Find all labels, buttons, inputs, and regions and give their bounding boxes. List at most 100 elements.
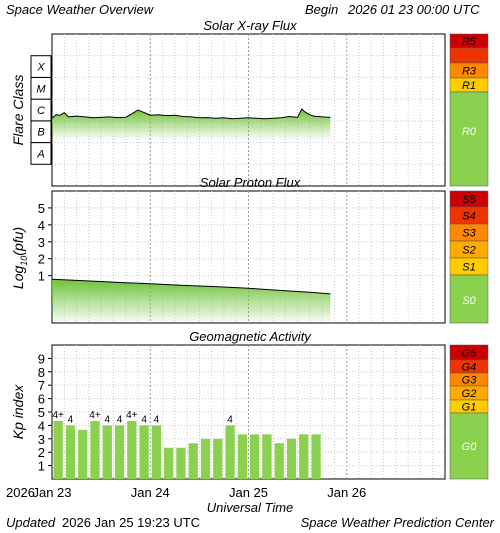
begin-label: Begin	[305, 2, 338, 17]
x-tick-labels: Jan 23 Jan 24 Jan 25 Jan 26	[32, 485, 366, 500]
scale-label: R5	[462, 36, 477, 48]
xray-class-label: B	[37, 127, 44, 139]
proton-panel: 1 2 3 4 5 S5 S4 S3 S2 S1 S0 Log10(pfu)	[10, 190, 489, 324]
proton-s-scale: S5 S4 S3 S2 S1 S0	[449, 190, 489, 324]
scale-label: S3	[462, 228, 476, 240]
xray-grid	[52, 34, 445, 186]
kp-bar-label: 4+	[126, 410, 138, 421]
kp-bar	[114, 425, 125, 479]
kp-bar	[90, 420, 100, 479]
y-tick-label: 1	[38, 269, 45, 284]
y-tick-label: 3	[38, 235, 45, 250]
xray-class-label: M	[36, 83, 46, 95]
kp-bar	[262, 434, 272, 479]
x-tick-label: Jan 25	[229, 485, 268, 500]
y-tick-label: 5	[38, 201, 45, 216]
scale-label: G3	[462, 375, 478, 387]
x-year: 2026	[6, 485, 35, 500]
kp-bar	[151, 425, 162, 479]
x-tick-label: Jan 26	[327, 485, 366, 500]
kp-bar-label: 4	[117, 414, 123, 425]
kp-bar	[53, 420, 63, 479]
y-tick-label: 6	[38, 392, 45, 407]
xray-ylabel: Flare Class	[10, 75, 26, 146]
y-tick-label: 2	[38, 252, 45, 267]
credit: Space Weather Prediction Center	[301, 515, 495, 530]
x-tick-label: Jan 24	[131, 485, 170, 500]
kp-bar-labels: 4+ 4 4+ 4 4 4+ 4 4 4	[52, 410, 233, 425]
proton-flux-line	[51, 278, 331, 295]
kp-bar	[164, 447, 174, 479]
kp-bar-label: 4	[68, 414, 74, 425]
proton-y-ticks: 1 2 3 4 5	[38, 201, 52, 284]
scale-band	[449, 91, 489, 187]
proton-grid	[52, 191, 445, 323]
kp-bar	[200, 438, 211, 479]
begin-value: 2026 01 23 00:00 UTC	[347, 2, 480, 17]
kp-bar	[225, 425, 235, 479]
xray-title: Solar X-ray Flux	[203, 18, 297, 33]
xray-flux-area	[52, 109, 331, 141]
proton-ylabel: Log10(pfu)	[10, 227, 29, 289]
kp-bar	[250, 434, 260, 479]
kp-bars	[53, 420, 321, 479]
scale-label: S4	[462, 211, 475, 223]
kp-bar	[139, 425, 149, 479]
scale-label: S2	[462, 245, 475, 257]
kp-ylabel: Kp index	[10, 384, 26, 439]
proton-ylabel-unit: (pfu)	[10, 227, 26, 256]
xray-flux-line	[51, 108, 331, 120]
x-tick-label: Jan 23	[32, 485, 71, 500]
scale-label: G2	[462, 388, 477, 400]
scale-label: S5	[462, 194, 476, 206]
y-tick-label: 7	[38, 378, 45, 393]
kp-bar	[188, 443, 198, 479]
updated-label: Updated	[6, 515, 56, 530]
y-tick-label: 5	[38, 405, 45, 420]
kp-bar-label: 4	[154, 414, 160, 425]
updated-value: 2026 Jan 25 19:23 UTC	[62, 515, 200, 530]
xray-class-box	[30, 55, 52, 78]
kp-bar	[286, 438, 297, 479]
scale-label: S0	[462, 295, 476, 307]
kp-bar	[274, 443, 284, 479]
kp-bar-label: 4	[104, 414, 110, 425]
xray-class-label: C	[37, 105, 45, 117]
proton-title: Solar Proton Flux	[200, 175, 301, 190]
kp-title: Geomagnetic Activity	[189, 329, 312, 344]
y-tick-label: 4	[38, 418, 45, 433]
kp-bar-label: 4+	[52, 410, 64, 421]
kp-bar	[213, 438, 223, 479]
scale-label: S1	[462, 262, 475, 274]
kp-bar	[65, 425, 76, 479]
scale-band	[449, 47, 489, 64]
scale-label: R0	[462, 126, 477, 138]
scale-label: R3	[462, 66, 477, 78]
scale-label: R1	[462, 80, 476, 92]
kp-bar	[78, 429, 88, 479]
kp-bar-label: 4	[227, 414, 233, 425]
scale-label: G0	[462, 441, 478, 453]
xray-r-scale: R5 R3 R1 R0	[449, 33, 489, 187]
xray-class-label: A	[36, 148, 44, 160]
proton-ylabel-main: Log	[10, 266, 26, 290]
y-tick-label: 3	[38, 432, 45, 447]
kp-bar-label: 4	[141, 414, 147, 425]
proton-ylabel-sub: 10	[19, 256, 29, 266]
kp-bar-label: 4+	[89, 410, 101, 421]
y-tick-label: 4	[38, 218, 45, 233]
kp-bar	[102, 425, 112, 479]
kp-bar	[127, 420, 137, 479]
figure-title: Space Weather Overview	[6, 2, 155, 17]
kp-bar	[237, 434, 247, 479]
x-axis-label: Universal Time	[207, 500, 294, 515]
xray-class-label: X	[36, 62, 45, 74]
proton-flux-area	[52, 279, 331, 323]
scale-label: G5	[462, 348, 478, 360]
